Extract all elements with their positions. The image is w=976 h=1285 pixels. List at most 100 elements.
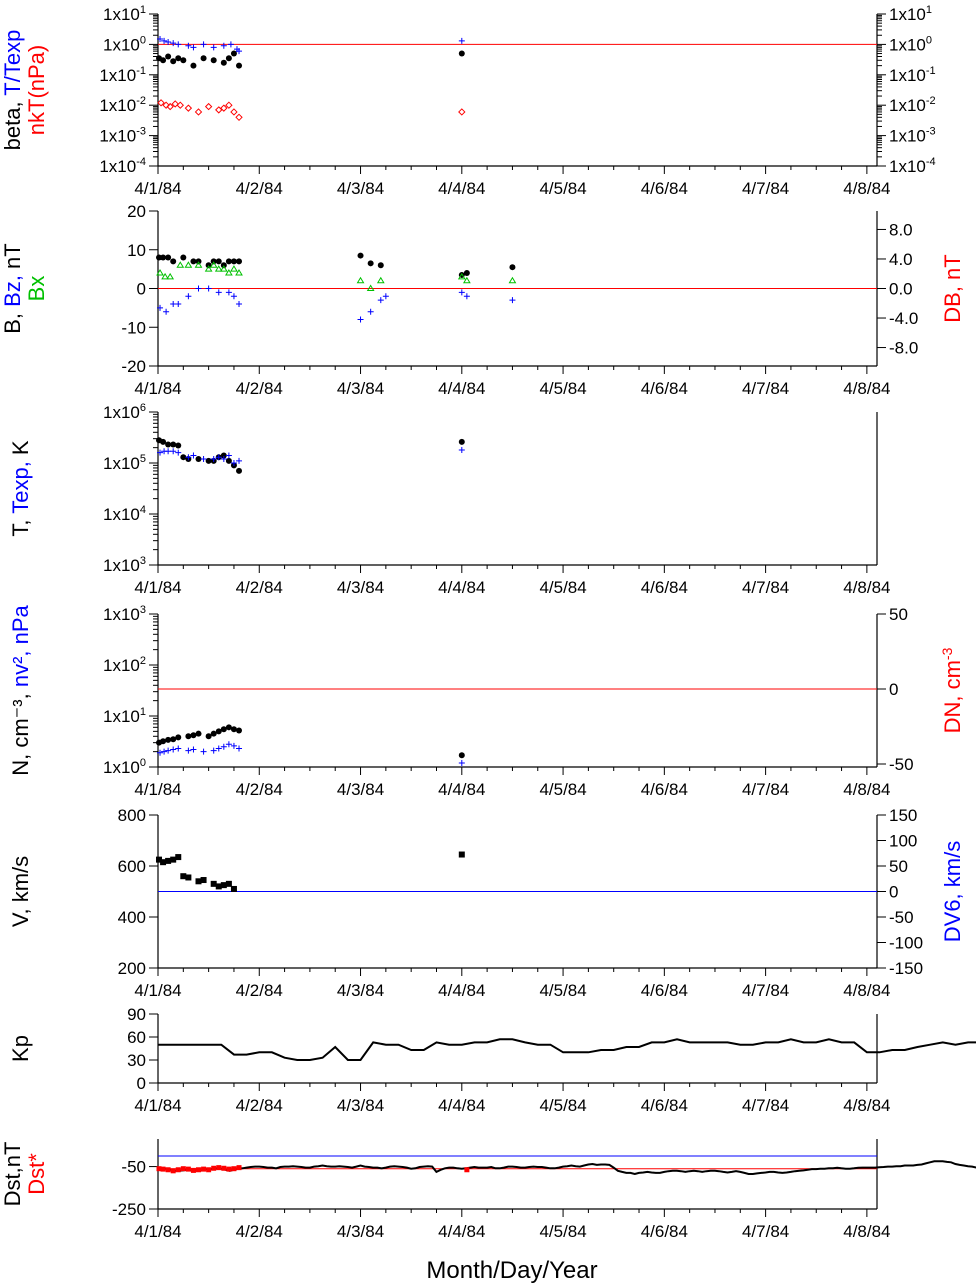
y-tick-label: 60 — [127, 1028, 146, 1047]
data-point — [161, 748, 168, 755]
data-point — [175, 55, 182, 62]
x-tick-label: 4/7/84 — [742, 379, 789, 398]
x-tick-label: 4/1/84 — [134, 981, 181, 1000]
data-point — [204, 102, 213, 111]
data-point — [165, 857, 172, 864]
data-point — [185, 293, 192, 300]
data-point — [161, 37, 168, 44]
data-point — [236, 745, 243, 752]
x-tick-label: 4/3/84 — [337, 379, 384, 398]
data-point — [509, 297, 516, 304]
y-tick-label: 1x106 — [103, 402, 146, 422]
data-point — [458, 851, 465, 858]
data-point — [184, 261, 193, 268]
y-axis-label: nkT(nPa) — [24, 45, 49, 135]
y-tick-label: 1x100 — [103, 34, 146, 54]
data-point — [226, 1166, 232, 1172]
y-right-tick-label: 8.0 — [889, 220, 913, 239]
y-tick-label: 1x10-1 — [99, 65, 146, 85]
y-tick-label: 400 — [118, 908, 146, 927]
y-tick-label: 1x103 — [103, 555, 146, 575]
data-point — [236, 258, 243, 265]
data-point — [190, 746, 197, 753]
data-point — [230, 258, 237, 265]
data-point — [165, 254, 172, 261]
x-tick-label: 4/2/84 — [236, 981, 283, 1000]
y-tick-label: 1x101 — [103, 706, 146, 726]
data-point — [215, 454, 222, 461]
series-line — [158, 1038, 976, 1061]
data-point — [170, 40, 177, 47]
y-tick-label-right: 1x10-2 — [889, 95, 936, 115]
data-point — [215, 883, 222, 890]
y-tick-label: 1x101 — [103, 4, 146, 24]
panel-beta: 4/1/84 4/2/84 4/3/84 4/4/84 4/5/84 4/6/84 4/7/… — [0, 4, 936, 198]
data-point — [156, 269, 164, 276]
data-point — [194, 108, 203, 116]
data-point — [165, 747, 172, 754]
data-point — [210, 57, 217, 64]
data-point — [170, 58, 177, 65]
y-tick-label: -50 — [121, 1158, 146, 1177]
y-tick-label: 10 — [127, 241, 146, 260]
data-point — [165, 1167, 171, 1173]
data-point — [462, 276, 471, 284]
x-tick-label: 4/1/84 — [134, 379, 181, 398]
y-right-axis-label: DV6, km/s — [940, 841, 965, 942]
data-point — [215, 258, 222, 265]
data-point — [457, 272, 466, 280]
data-point — [190, 258, 197, 265]
y-right-axis-label: DB, nT — [940, 254, 965, 322]
data-point — [382, 293, 389, 300]
data-point — [157, 304, 164, 311]
y-tick-label: 200 — [118, 959, 146, 978]
data-point — [225, 724, 232, 731]
data-point — [221, 1165, 227, 1171]
data-point — [175, 41, 182, 48]
data-point — [200, 748, 207, 755]
x-tick-label: 4/5/84 — [539, 1222, 586, 1241]
data-point — [463, 270, 470, 276]
y-axis-label: beta, T/Texp — [0, 30, 25, 151]
y-axis-label: V, km/s — [8, 856, 33, 927]
x-tick-label: 4/5/84 — [539, 578, 586, 597]
data-point — [160, 738, 167, 745]
data-point — [220, 743, 227, 750]
data-point — [200, 455, 207, 462]
data-point — [190, 62, 197, 69]
x-tick-label: 4/2/84 — [236, 780, 283, 799]
x-tick-label: 4/3/84 — [337, 981, 384, 1000]
x-tick-label: 4/3/84 — [337, 780, 384, 799]
x-tick-label: 4/5/84 — [539, 981, 586, 1000]
data-point — [357, 316, 364, 323]
panel-bfield: 4/1/84 4/2/84 4/3/84 4/4/84 4/5/84 4/6/84 4/7/… — [0, 202, 965, 398]
data-point — [170, 301, 177, 307]
data-point — [220, 455, 227, 462]
x-axis-label: Month/Day/Year — [426, 1257, 597, 1284]
y-tick-label: 1x105 — [103, 453, 146, 473]
data-point — [157, 449, 164, 456]
x-tick-label: 4/5/84 — [539, 179, 586, 198]
y-right-tick-label: 100 — [889, 832, 917, 851]
data-point — [231, 1166, 237, 1172]
data-point — [195, 730, 202, 737]
data-point — [170, 441, 177, 448]
data-point — [175, 301, 182, 307]
y-right-tick-label: 0.0 — [889, 280, 913, 299]
y-axis-label: N, cm⁻³, nv², nPa — [8, 604, 33, 775]
data-point — [157, 749, 164, 756]
x-tick-label: 4/1/84 — [134, 179, 181, 198]
data-point — [220, 882, 227, 889]
data-point — [175, 449, 182, 456]
data-point — [185, 747, 192, 754]
data-point — [236, 48, 243, 55]
x-tick-label: 4/1/84 — [134, 1096, 181, 1115]
data-point — [225, 101, 233, 109]
panel-dst: 4/1/84 4/2/84 4/3/84 4/4/84 4/5/84 4/6/84 4/7/… — [0, 1139, 976, 1241]
data-point — [156, 856, 163, 863]
data-point — [230, 726, 237, 733]
data-point — [175, 854, 182, 861]
data-point — [210, 730, 217, 737]
data-point — [190, 1167, 196, 1173]
data-point — [200, 41, 207, 48]
